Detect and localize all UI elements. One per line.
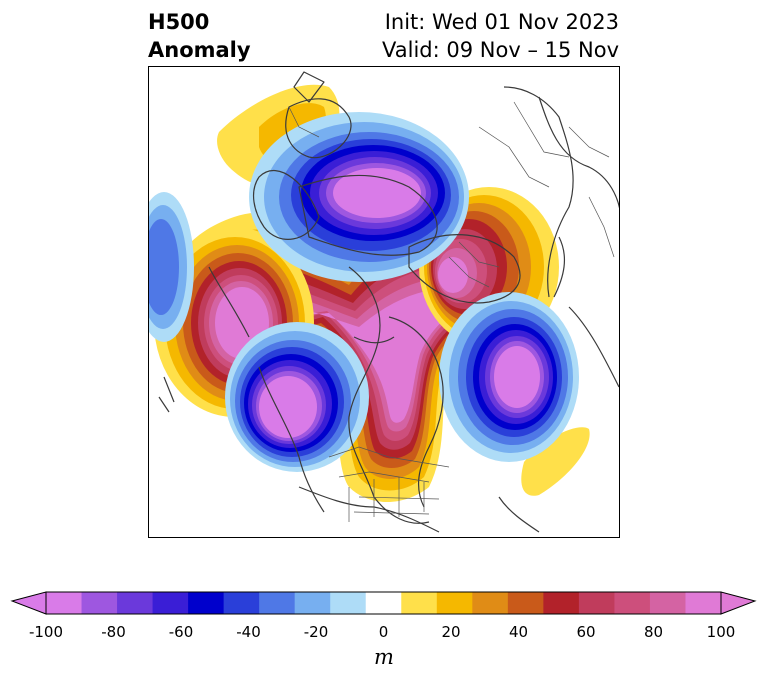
colorbar-cell <box>649 592 686 614</box>
colorbar-cell <box>294 592 331 614</box>
valid-range: Valid: 09 Nov – 15 Nov <box>382 38 619 62</box>
colorbar-cell <box>507 592 544 614</box>
colorbar-tick-label: -40 <box>236 623 261 641</box>
colorbar-tick-label: -60 <box>168 623 194 641</box>
colorbar-cell <box>188 592 225 614</box>
colorbar-cell <box>401 592 438 614</box>
colorbar-cell <box>685 592 722 614</box>
coastlines <box>158 71 619 533</box>
negative-anomaly-arctic <box>249 112 469 282</box>
colorbar-cell <box>365 592 402 614</box>
colorbar-cell <box>81 592 118 614</box>
colorbar-tick-label: -80 <box>101 623 126 641</box>
colorbar-unit: m <box>374 645 394 669</box>
colorbar-tick-label: -100 <box>28 623 64 641</box>
colorbar-cell <box>259 592 296 614</box>
colorbar-cell <box>223 592 260 614</box>
colorbar-cell <box>152 592 189 614</box>
political-borders <box>288 101 615 522</box>
colorbar-tick-label: 40 <box>508 623 529 641</box>
positive-anomaly-patch-atlantic <box>521 427 590 496</box>
title-variable: H500 <box>148 10 210 34</box>
colorbar-tick-label: 20 <box>441 623 461 641</box>
colorbar-cell <box>472 592 509 614</box>
negative-anomaly-atlantic <box>439 292 579 462</box>
colorbar-tick-label: -20 <box>303 623 329 641</box>
colorbar-cell <box>436 592 473 614</box>
map-panel <box>148 66 620 538</box>
title-right: Init: Wed 01 Nov 2023 Valid: 09 Nov – 15… <box>382 8 619 64</box>
colorbar-cells <box>46 592 722 614</box>
anomaly-map <box>149 71 619 533</box>
colorbar <box>10 591 757 615</box>
colorbar-cell <box>46 592 83 614</box>
colorbar-over-arrow <box>720 591 757 615</box>
colorbar-cell <box>614 592 651 614</box>
colorbar-tick-label: 0 <box>378 623 389 641</box>
colorbar-cell <box>330 592 367 614</box>
colorbar-cell <box>543 592 580 614</box>
colorbar-cell <box>578 592 615 614</box>
title-field: Anomaly <box>148 38 251 62</box>
colorbar-tick-label: 60 <box>576 623 596 641</box>
colorbar-outline <box>45 591 722 615</box>
title-left: H500 Anomaly <box>148 8 251 64</box>
colorbar-tick-label: 80 <box>643 623 664 641</box>
negative-anomaly-far-west <box>149 192 194 342</box>
colorbar-tick-label: 100 <box>706 623 736 641</box>
negative-anomaly-west <box>225 322 369 472</box>
colorbar-under-arrow <box>10 591 47 615</box>
colorbar-cell <box>117 592 154 614</box>
init-time: Init: Wed 01 Nov 2023 <box>384 10 619 34</box>
